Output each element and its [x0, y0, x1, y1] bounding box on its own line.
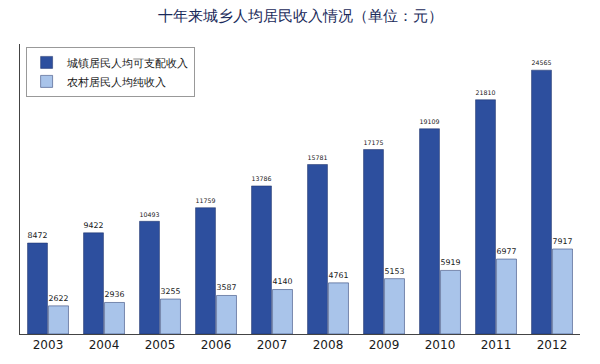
svg-text:2008: 2008: [313, 338, 344, 352]
svg-text:2007: 2007: [257, 338, 288, 352]
svg-text:2003: 2003: [33, 338, 64, 352]
svg-text:2622: 2622: [49, 294, 69, 303]
svg-text:2004: 2004: [89, 338, 120, 352]
svg-text:农村居民人均纯收入: 农村居民人均纯收入: [67, 76, 166, 89]
svg-text:21810: 21810: [476, 89, 496, 96]
svg-text:9422: 9422: [84, 221, 104, 230]
svg-text:2005: 2005: [145, 338, 176, 352]
svg-text:4140: 4140: [273, 277, 293, 286]
svg-text:15781: 15781: [308, 154, 328, 161]
svg-text:13786: 13786: [252, 175, 272, 182]
svg-text:2011: 2011: [481, 338, 512, 352]
svg-text:5153: 5153: [385, 267, 405, 276]
svg-text:2006: 2006: [201, 338, 232, 352]
svg-text:19109: 19109: [420, 118, 440, 125]
svg-text:十年来城乡人均居民收入情况（单位：元）: 十年来城乡人均居民收入情况（单位：元）: [158, 7, 443, 25]
svg-text:3587: 3587: [217, 283, 237, 292]
svg-text:6977: 6977: [497, 247, 517, 256]
svg-text:10493: 10493: [140, 211, 160, 218]
svg-text:2009: 2009: [369, 338, 400, 352]
svg-text:17175: 17175: [364, 139, 384, 146]
svg-text:8472: 8472: [28, 231, 48, 240]
svg-text:2010: 2010: [425, 338, 456, 352]
svg-text:2012: 2012: [537, 338, 568, 352]
svg-text:11759: 11759: [196, 197, 216, 204]
svg-text:5919: 5919: [441, 258, 461, 267]
svg-text:4761: 4761: [329, 271, 349, 280]
svg-text:城镇居民人均可支配收入: 城镇居民人均可支配收入: [66, 57, 188, 70]
svg-text:24565: 24565: [532, 59, 552, 66]
svg-text:7917: 7917: [553, 237, 573, 246]
svg-text:3255: 3255: [161, 287, 181, 296]
svg-text:2936: 2936: [105, 290, 125, 299]
